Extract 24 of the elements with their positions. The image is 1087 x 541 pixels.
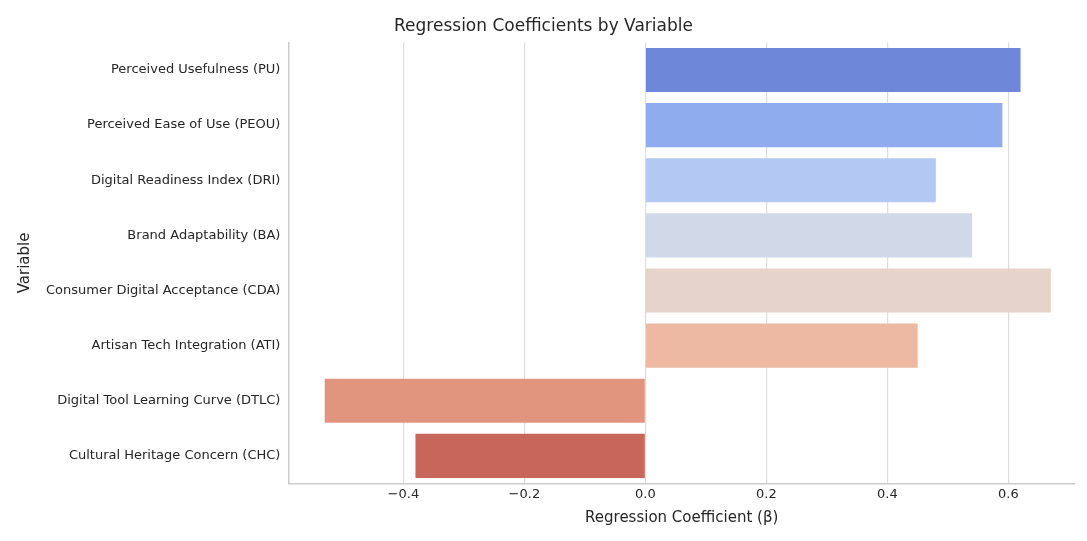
x-tick-label: 0.0 (635, 485, 656, 501)
x-axis-title: Regression Coefficient (β) (585, 507, 779, 526)
bar (415, 433, 645, 478)
x-tick-label: −0.2 (508, 485, 541, 501)
y-axis-title: Variable (14, 232, 33, 294)
y-tick-label: Artisan Tech Integration (ATI) (91, 336, 281, 352)
y-tick-label: Perceived Usefulness (PU) (110, 61, 281, 77)
y-tick-label: Brand Adaptability (BA) (127, 226, 281, 242)
bar (646, 158, 936, 203)
bar (646, 323, 918, 368)
y-tick-label: Digital Tool Learning Curve (DTLC) (57, 392, 281, 408)
bar (324, 378, 645, 423)
x-tick-label: 0.4 (877, 485, 898, 501)
y-tick-label: Digital Readiness Index (DRI) (90, 171, 281, 187)
chart-title: Regression Coefficients by Variable (394, 14, 693, 35)
x-tick-label: 0.6 (998, 485, 1019, 501)
y-tick-label: Perceived Ease of Use (PEOU) (87, 116, 281, 132)
bar (646, 47, 1021, 93)
y-tick-label: Consumer Digital Acceptance (CDA) (45, 281, 281, 297)
y-tick-label: Cultural Heritage Concern (CHC) (68, 447, 281, 463)
bar (646, 103, 1003, 148)
bar (646, 268, 1051, 313)
x-tick-label: −0.4 (387, 485, 420, 501)
x-tick-label: 0.2 (756, 485, 777, 501)
